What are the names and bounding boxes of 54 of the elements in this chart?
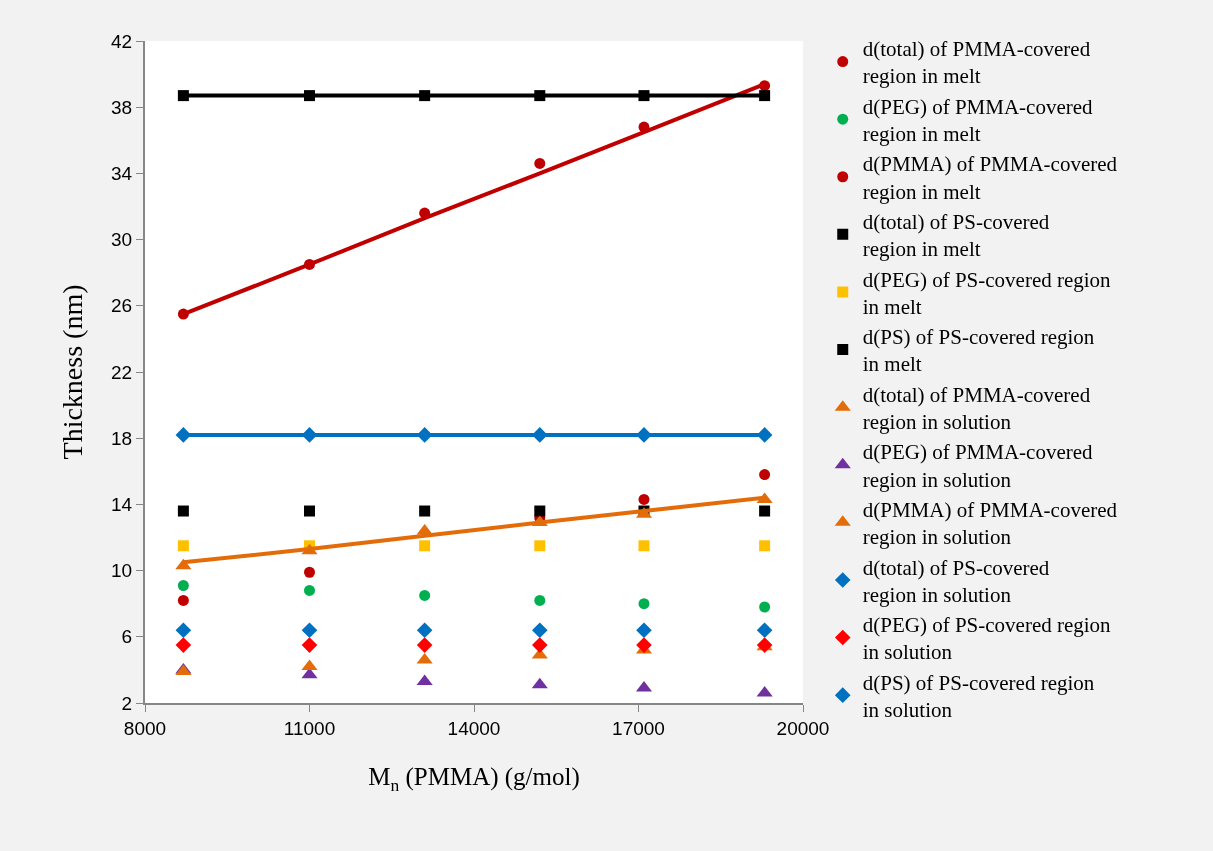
point <box>534 505 546 517</box>
x-axis-title: M$_{n}$ (PMMA) (g/mol) <box>368 763 580 795</box>
point <box>534 540 546 552</box>
point <box>759 505 771 517</box>
y-tick-label: 34 <box>111 163 133 185</box>
y-tick-label: 22 <box>111 361 133 383</box>
point <box>416 622 433 638</box>
point <box>534 157 546 169</box>
point <box>177 580 189 591</box>
point <box>636 637 652 653</box>
point <box>304 505 315 517</box>
point <box>756 622 773 638</box>
point <box>419 505 431 517</box>
point <box>177 505 189 517</box>
point <box>175 637 192 653</box>
point <box>304 584 315 596</box>
y-tick-label: 30 <box>111 229 133 251</box>
point <box>532 622 548 638</box>
legend-label: d(PS) of PS-covered region in solution <box>862 670 1095 722</box>
point <box>304 566 315 578</box>
y-tick-label: 2 <box>121 692 133 714</box>
point <box>532 637 548 653</box>
point <box>416 637 433 653</box>
point <box>301 622 318 638</box>
point <box>759 540 771 552</box>
x-tick-label: 20000 <box>776 717 830 739</box>
point <box>416 652 433 664</box>
point <box>638 540 650 552</box>
y-tick-label: 42 <box>111 30 133 52</box>
x-tick-label: 8000 <box>123 717 167 739</box>
point <box>177 540 189 552</box>
y-tick-label: 38 <box>111 96 133 118</box>
point <box>638 598 650 610</box>
x-tick-label: 17000 <box>612 717 665 739</box>
point <box>301 659 318 671</box>
point <box>531 677 548 689</box>
x-tick-label: 11000 <box>283 717 336 739</box>
point <box>175 622 192 638</box>
point <box>301 637 318 653</box>
y-tick-label: 10 <box>111 560 133 582</box>
y-axis-title: Thickness (nm) <box>57 284 89 460</box>
y-tick-label: 6 <box>121 626 133 648</box>
point <box>636 622 652 638</box>
point <box>638 493 650 505</box>
point <box>759 601 771 613</box>
point <box>534 594 546 606</box>
x-tick-label: 14000 <box>447 717 501 739</box>
point <box>419 540 431 552</box>
y-tick-label: 14 <box>111 494 133 516</box>
point <box>177 594 189 606</box>
point <box>759 469 771 481</box>
y-tick-label: 26 <box>111 295 133 317</box>
y-tick-label: 18 <box>111 427 133 449</box>
point <box>419 589 431 601</box>
